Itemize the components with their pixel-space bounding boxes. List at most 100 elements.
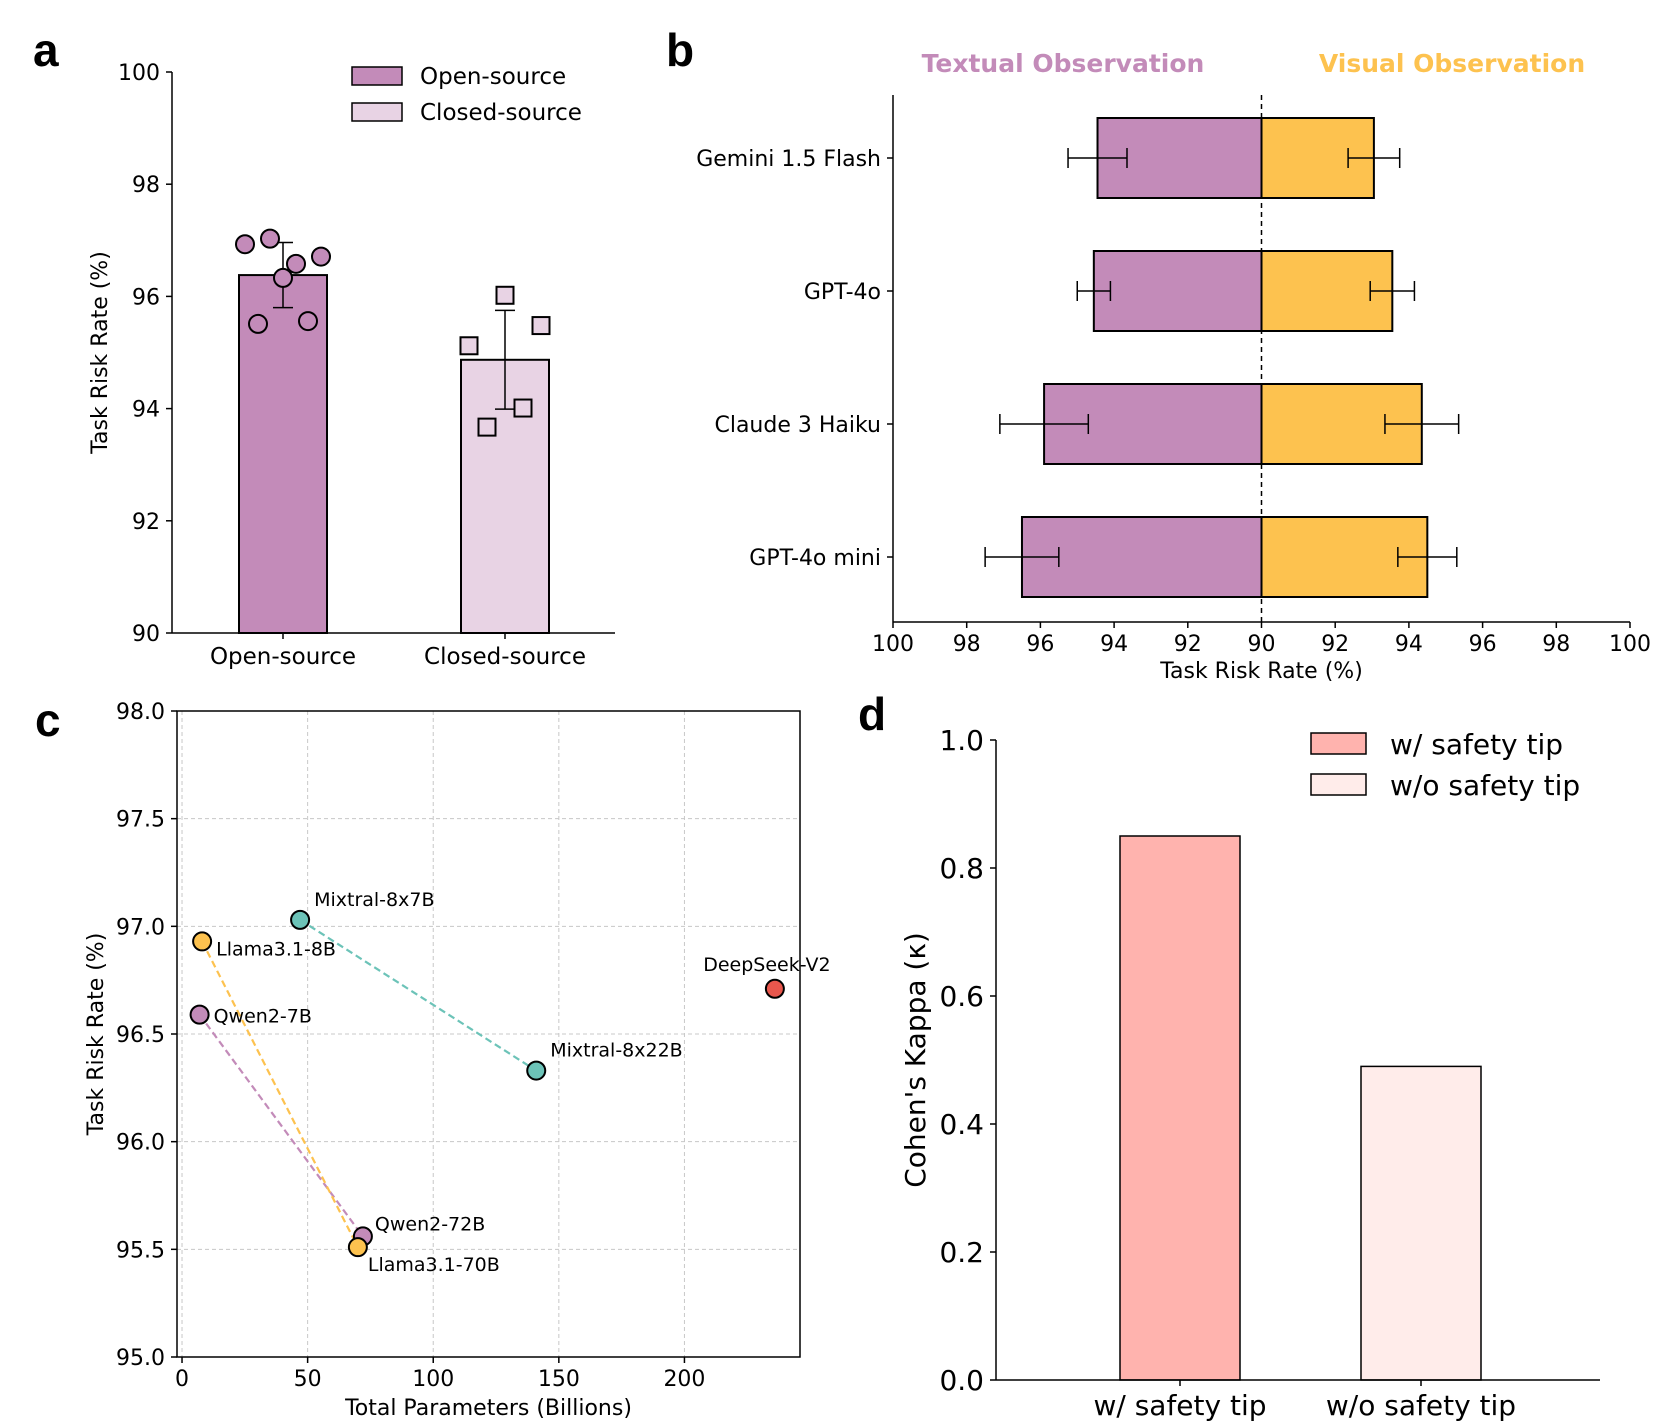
y-tick-label: 98 — [132, 173, 160, 198]
y-tick-label: 100 — [118, 61, 160, 86]
x-tick-label: 150 — [538, 1367, 580, 1392]
x-tick-label: 96 — [1469, 632, 1497, 657]
y-tick-label: GPT-4o mini — [749, 546, 881, 571]
bar-textual-gpt-4o — [1092, 250, 1263, 332]
y-tick-label: 94 — [132, 398, 160, 423]
data-point-closed-source — [477, 417, 497, 437]
data-point-closed-source — [513, 398, 533, 418]
data-point-open-source — [248, 313, 268, 334]
x-tick-label: 98 — [953, 632, 981, 657]
trend-line-mixtral — [299, 918, 537, 1072]
trend-line-llama31 — [201, 940, 359, 1248]
x-tick-label: 94 — [1395, 632, 1423, 657]
x-tick-label: 100 — [1609, 632, 1651, 657]
x-axis-label: Task Risk Rate (%) — [1159, 659, 1363, 684]
data-point-closed-source — [459, 336, 479, 356]
point-llama31-8b — [192, 931, 213, 952]
bar-without-safety-tip — [1360, 1065, 1482, 1381]
x-tick-label: w/o safety tip — [1326, 1389, 1516, 1422]
header-visual-observation: Visual Observation — [1319, 49, 1585, 78]
data-point-open-source — [311, 246, 331, 267]
y-tick-label: 97.0 — [116, 915, 165, 940]
point-label: Mixtral-8x7B — [314, 889, 434, 911]
trend-line-qwen2 — [198, 1013, 364, 1238]
panel-c: 0 50 100 150 200 95.0 95.5 96.0 96.5 97.0 97.5 98.0… — [84, 700, 831, 1421]
plot-frame — [176, 710, 801, 1358]
y-tick-label: 96.5 — [116, 1023, 165, 1048]
bar-with-safety-tip — [1119, 835, 1241, 1381]
panel-a: Open-source Closed-source 90 92 94 96 98 100 Tas… — [88, 61, 615, 670]
point-label: Mixtral-8x22B — [550, 1040, 683, 1062]
legend-label: w/ safety tip — [1390, 728, 1563, 761]
legend-label: w/o safety tip — [1390, 769, 1580, 802]
x-tick-label: 100 — [872, 632, 914, 657]
x-tick-label: 92 — [1321, 632, 1349, 657]
legend-swatch — [1310, 732, 1367, 755]
point-label: Llama3.1-8B — [216, 938, 336, 960]
legend-swatch — [351, 102, 403, 122]
legend-swatch — [351, 66, 403, 86]
x-tick-label: 90 — [1248, 632, 1276, 657]
point-mixtral-8x22b — [526, 1060, 547, 1081]
x-tick-label: 200 — [663, 1367, 705, 1392]
point-label: DeepSeek-V2 — [703, 954, 830, 976]
y-tick-label: 0.2 — [939, 1236, 984, 1269]
data-point-open-source — [298, 311, 318, 332]
data-point-open-source — [260, 228, 280, 249]
bar-open-source — [238, 274, 328, 634]
y-tick-label: 92 — [132, 510, 160, 535]
y-axis-label: Cohen's Kappa (κ) — [899, 932, 932, 1188]
data-point-open-source — [235, 234, 255, 255]
bar-textual-gpt-4o-mini — [1020, 516, 1263, 598]
y-tick-label: 96.0 — [116, 1131, 165, 1156]
y-tick-label: 0.0 — [939, 1364, 984, 1397]
x-axis-label: Total Parameters (Billions) — [344, 1396, 632, 1421]
y-tick-label: 96 — [132, 285, 160, 310]
point-deepseek-v2 — [764, 978, 785, 999]
y-tick-label: 95.5 — [116, 1238, 165, 1263]
y-tick-label: 0.8 — [939, 852, 984, 885]
point-llama31-70b — [347, 1237, 368, 1258]
x-tick-label: 100 — [412, 1367, 454, 1392]
y-tick-label: 98.0 — [116, 700, 165, 725]
x-tick-label: Closed-source — [424, 644, 586, 670]
y-axis-label: Task Risk Rate (%) — [88, 251, 113, 455]
x-tick-label: 0 — [175, 1367, 189, 1392]
y-tick-label: 95.0 — [116, 1346, 165, 1371]
data-point-open-source — [273, 267, 293, 288]
data-point-closed-source — [531, 316, 551, 336]
y-tick-label: Gemini 1.5 Flash — [696, 147, 881, 172]
panel-letter-d: d — [858, 688, 886, 740]
x-tick-label: w/ safety tip — [1093, 1389, 1266, 1422]
panel-letter-b: b — [666, 24, 694, 76]
x-tick-label: 94 — [1100, 632, 1128, 657]
y-tick-label: 97.5 — [116, 808, 165, 833]
legend-swatch — [1310, 773, 1367, 796]
panel-d: w/ safety tip w/o safety tip 0.0 0.2 0.4 0.6 0… — [899, 724, 1600, 1422]
x-tick-label: 92 — [1174, 632, 1202, 657]
y-axis-label: Task Risk Rate (%) — [84, 933, 109, 1137]
point-qwen2-7b — [189, 1004, 210, 1025]
y-tick-label: 1.0 — [939, 724, 984, 757]
point-label: Llama3.1-70B — [368, 1254, 500, 1276]
data-point-open-source — [286, 253, 306, 274]
legend-label: Closed-source — [420, 100, 582, 126]
x-tick-label: Open-source — [210, 644, 356, 670]
point-label: Qwen2-7B — [214, 1006, 312, 1028]
x-tick-label: 50 — [294, 1367, 322, 1392]
panel-letter-a: a — [33, 24, 59, 76]
panel-b: Gemini 1.5 Flash GPT-4o Claude 3 Haiku GPT-… — [696, 49, 1651, 684]
x-tick-label: 96 — [1026, 632, 1054, 657]
point-mixtral-8x7b — [290, 909, 311, 930]
y-tick-label: 0.4 — [939, 1108, 984, 1141]
legend-label: Open-source — [420, 64, 566, 90]
x-tick-label: 98 — [1542, 632, 1570, 657]
panel-letter-c: c — [35, 694, 61, 746]
header-textual-observation: Textual Observation — [922, 49, 1205, 78]
point-label: Qwen2-72B — [375, 1213, 485, 1235]
y-tick-label: 90 — [132, 622, 160, 647]
y-tick-label: GPT-4o — [804, 280, 881, 305]
y-tick-label: 0.6 — [939, 980, 984, 1013]
data-point-closed-source — [495, 285, 515, 305]
